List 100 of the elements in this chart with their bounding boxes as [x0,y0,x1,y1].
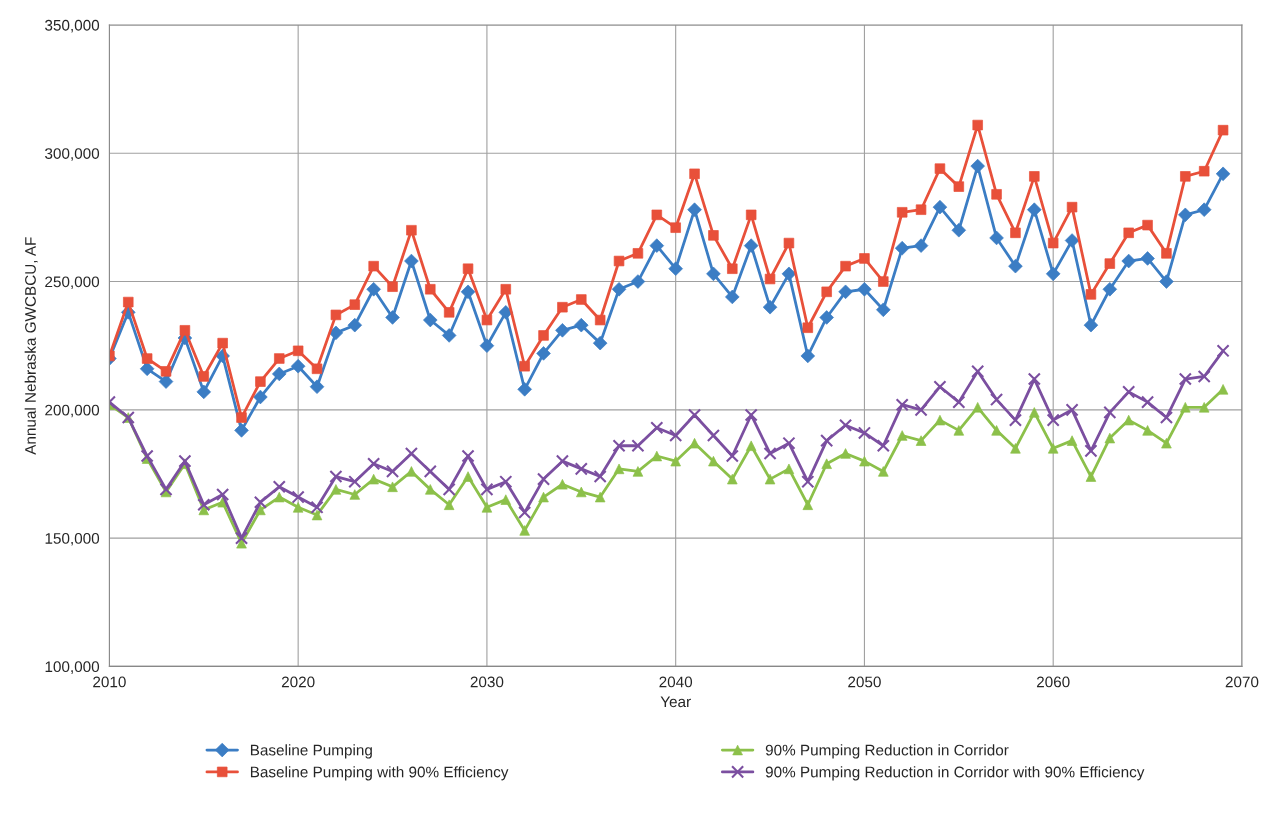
point [706,428,721,443]
x-tick-label: 2020 [281,676,315,688]
point [179,325,191,336]
point [651,209,663,221]
x-tick-label: 2040 [659,676,693,688]
point [744,408,758,422]
point [1027,372,1041,386]
point [442,482,456,496]
point [649,238,665,253]
point [915,204,927,215]
point [594,314,606,326]
point [1121,253,1136,269]
point [423,464,437,479]
point [612,439,626,453]
point [687,408,702,422]
point [801,475,815,489]
point [329,469,343,484]
point [743,238,759,253]
point [234,531,249,545]
point [593,469,607,484]
point [1047,237,1059,249]
point [687,202,702,217]
point [253,389,268,405]
point [1217,124,1229,136]
point [140,449,154,463]
point [197,498,211,512]
point [630,274,646,289]
x-tick-label: 2030 [470,676,504,688]
point [895,398,909,412]
y-tick-label: 150,000 [45,532,100,546]
point [253,495,267,509]
x-tick-label: 2060 [1036,676,1070,688]
y-tick-label: 250,000 [45,276,100,290]
point [574,462,588,476]
point [1140,395,1155,409]
point [727,263,738,274]
point [480,482,494,496]
point [838,284,853,300]
point [876,439,890,453]
x-tick-label: 2050 [848,676,881,688]
point [1178,372,1192,386]
point [461,449,475,463]
point [650,421,664,435]
point [725,449,739,463]
point [1046,413,1060,427]
point [632,248,644,259]
x-tick-label: 2010 [93,676,126,688]
point [536,472,551,486]
point [385,464,400,479]
point [479,338,495,353]
point [613,255,625,267]
point [913,238,929,253]
point [518,505,532,520]
legend-label: 90% Pumping Reduction in Corridor [765,744,1009,759]
point [348,475,362,489]
point [481,314,493,326]
point [309,379,325,394]
point [971,364,985,378]
point [367,457,381,471]
point [1065,403,1079,417]
point [952,395,966,409]
point [272,480,286,494]
point [1008,258,1023,274]
point [291,490,305,504]
point [838,418,853,432]
point [820,434,834,448]
point [821,286,832,298]
point [500,284,511,295]
point [555,454,570,468]
x-axis-title: Year [660,696,691,708]
point [1103,405,1117,419]
point [989,392,1004,407]
legend-label: Baseline Pumping with 90% Efficiency [250,766,509,781]
point [216,487,230,502]
y-tick-label: 350,000 [45,19,100,33]
point [159,482,173,496]
point [857,426,872,440]
point [292,345,304,357]
point [782,436,796,450]
point [934,163,946,174]
point [1159,410,1174,425]
point [460,284,476,300]
point [1066,201,1078,213]
point [310,500,324,514]
point [933,380,947,394]
point [783,237,795,249]
point [368,260,379,272]
point [1197,369,1211,384]
point [1122,385,1136,399]
y-tick-label: 100,000 [45,661,100,674]
point [178,454,192,468]
legend-label: Baseline Pumping [250,744,372,759]
point [311,363,323,374]
point [631,439,645,453]
point [1084,444,1098,458]
point [1198,166,1210,177]
point [1008,413,1023,427]
point [1216,344,1230,358]
point [914,403,928,417]
y-axis-title: Annual Nebraska GWCBCU, AF [24,237,38,455]
